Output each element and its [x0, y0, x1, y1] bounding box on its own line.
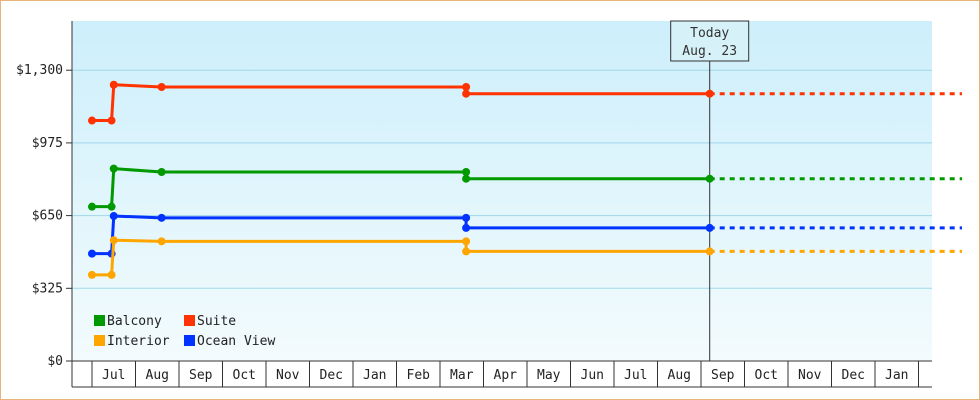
data-point [88, 202, 96, 211]
legend-swatch [184, 315, 195, 326]
x-tick-label: Oct [755, 368, 778, 383]
series-suite [88, 80, 962, 125]
x-tick-label: Aug [668, 368, 691, 383]
legend-swatch [94, 335, 105, 346]
x-tick-label: Jan [885, 368, 908, 383]
legend-label: Suite [197, 314, 236, 329]
data-point [462, 89, 471, 98]
data-point [109, 236, 118, 245]
data-point [157, 167, 166, 176]
data-point [462, 237, 471, 246]
data-point [109, 164, 118, 173]
legend-label: Ocean View [197, 334, 275, 349]
data-point [462, 213, 471, 222]
axes: $0 $325 $650 $975 $1,300 Jul Aug Sep Oct Nov Dec Ja… [16, 21, 932, 388]
x-tick-label: Sep [189, 368, 213, 383]
x-tick-label: Nov [276, 368, 300, 383]
data-point [157, 237, 166, 246]
today-label: Today [690, 26, 729, 41]
y-tick-label: $975 [32, 136, 63, 151]
data-point [109, 212, 118, 221]
data-point [462, 174, 471, 183]
x-tick-label: Apr [494, 368, 518, 383]
data-point [107, 270, 116, 279]
data-point [157, 213, 166, 222]
x-tick-label: Sep [711, 368, 735, 383]
data-point [107, 202, 116, 211]
series-lines [88, 80, 962, 279]
data-point [705, 223, 714, 232]
plot-background [72, 21, 932, 361]
series-balcony [88, 164, 962, 211]
x-tick-label: Aug [146, 368, 169, 383]
x-tick-label: Dec [320, 368, 343, 383]
y-tick-label: $325 [32, 281, 63, 296]
data-point [705, 247, 714, 256]
series-interior [88, 236, 962, 279]
data-point [88, 270, 96, 279]
data-point [107, 116, 116, 125]
data-point [88, 116, 96, 125]
data-point [157, 82, 166, 91]
data-point [462, 247, 471, 256]
data-point [705, 89, 714, 98]
data-point [462, 167, 471, 176]
legend-label: Interior [107, 334, 170, 349]
data-point [705, 174, 714, 183]
x-tick-label: Oct [233, 368, 256, 383]
x-tick-label: Jul [102, 368, 125, 383]
y-tick-label: $0 [47, 354, 63, 369]
x-tick-label: May [537, 368, 561, 383]
y-tick-label: $1,300 [16, 63, 63, 78]
today-box [670, 20, 750, 62]
x-tick-label: Jun [581, 368, 604, 383]
x-tick-label: Feb [407, 368, 431, 383]
y-tick-label: $650 [32, 209, 63, 224]
x-tick-label: Jul [624, 368, 647, 383]
data-point [88, 249, 96, 258]
data-point [109, 80, 118, 89]
today-marker: Today Aug. 23 [670, 20, 750, 361]
data-point [462, 82, 471, 91]
legend-swatch [94, 315, 105, 326]
x-tick-label: Nov [798, 368, 822, 383]
x-tick-label: Jan [363, 368, 386, 383]
x-tick-label: Dec [842, 368, 865, 383]
legend-swatch [184, 335, 195, 346]
legend: Balcony Suite Interior Ocean View [94, 314, 275, 349]
x-tick-label: Mar [450, 368, 474, 383]
today-date: Aug. 23 [682, 44, 737, 59]
data-point [462, 223, 471, 232]
legend-label: Balcony [107, 314, 162, 329]
